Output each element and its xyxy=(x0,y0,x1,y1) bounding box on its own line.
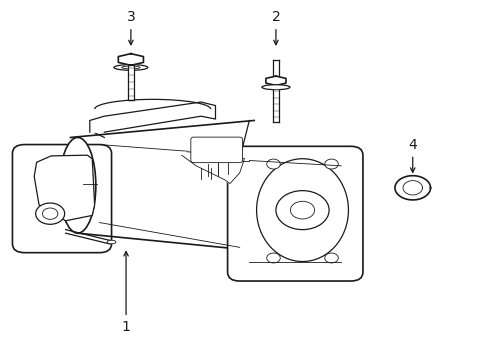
Polygon shape xyxy=(75,120,251,251)
Polygon shape xyxy=(118,54,143,65)
Text: 3: 3 xyxy=(126,10,135,45)
Circle shape xyxy=(266,159,280,169)
FancyBboxPatch shape xyxy=(190,137,242,163)
FancyBboxPatch shape xyxy=(227,146,362,281)
Circle shape xyxy=(324,159,338,169)
Polygon shape xyxy=(90,102,215,132)
Circle shape xyxy=(266,253,280,263)
Polygon shape xyxy=(272,60,278,78)
Polygon shape xyxy=(394,176,429,200)
Polygon shape xyxy=(34,155,95,221)
FancyBboxPatch shape xyxy=(12,145,111,253)
Ellipse shape xyxy=(262,85,289,90)
Circle shape xyxy=(324,253,338,263)
Text: 1: 1 xyxy=(122,252,130,334)
Text: 4: 4 xyxy=(407,138,416,172)
FancyBboxPatch shape xyxy=(127,65,134,100)
Ellipse shape xyxy=(107,240,116,244)
Ellipse shape xyxy=(60,138,96,233)
Ellipse shape xyxy=(114,65,147,70)
Polygon shape xyxy=(272,90,279,122)
Polygon shape xyxy=(265,76,285,85)
Polygon shape xyxy=(181,152,244,184)
Circle shape xyxy=(36,203,64,224)
Text: 2: 2 xyxy=(271,10,280,45)
